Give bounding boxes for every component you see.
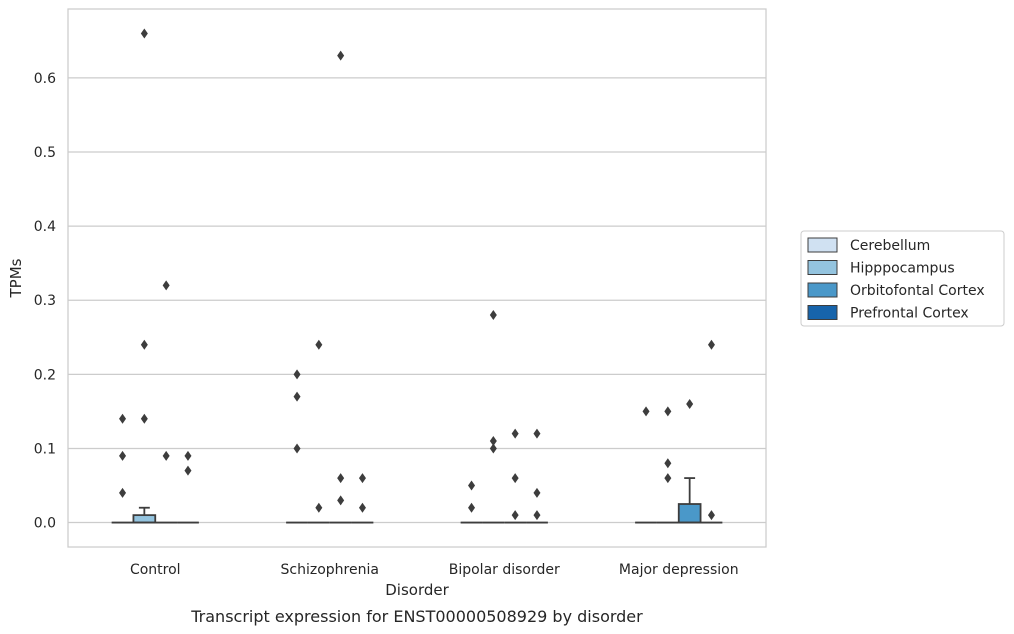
y-tick-label: 0.6 (34, 71, 56, 87)
outlier-point (468, 480, 476, 491)
y-tick-label: 0.4 (34, 219, 56, 235)
outlier-point (533, 487, 541, 498)
plot-area (68, 9, 766, 547)
outlier-point (293, 443, 301, 454)
outlier-point (511, 428, 519, 439)
legend-swatch (807, 305, 838, 320)
x-tick-label: Bipolar disorder (449, 562, 560, 578)
box-hipppocampus-bipolar-disorder (482, 310, 505, 524)
y-tick-label: 0.2 (34, 367, 56, 383)
outlier-point (119, 450, 127, 461)
outlier-point (337, 495, 345, 506)
box-cerebellum-bipolar-disorder (460, 480, 483, 524)
box-cerebellum-schizophrenia (286, 369, 308, 524)
legend-frame (800, 230, 1005, 327)
outlier-point (489, 310, 497, 321)
outlier-point (358, 502, 366, 513)
y-axis-ticks: 0.0 0.1 0.2 0.3 0.4 0.5 0.6 (34, 71, 56, 532)
outlier-point (140, 413, 148, 424)
box-prefrontal-cortex-major-depression (700, 339, 723, 524)
y-tick-label: 0.5 (34, 145, 56, 161)
x-tick-label: Major depression (619, 562, 739, 578)
chart-caption: Transcript expression for ENST0000050892… (190, 607, 643, 626)
outlier-point (533, 428, 541, 439)
legend-label: Orbitofontal Cortex (850, 283, 985, 299)
legend-label: Prefrontal Cortex (850, 306, 969, 322)
box-orbitofontal-cortex-control (155, 280, 178, 524)
box-cerebellum-control (111, 413, 134, 524)
y-tick-label: 0.0 (34, 516, 56, 532)
outlier-point (707, 510, 715, 521)
outlier-point (664, 458, 672, 469)
outlier-point (162, 280, 170, 291)
y-tick-label: 0.1 (34, 441, 56, 457)
outlier-point (140, 339, 148, 350)
box (132, 514, 157, 524)
outlier-point (337, 473, 345, 484)
box-orbitofontal-cortex-major-depression (677, 398, 702, 524)
legend-label: Cerebellum (850, 238, 930, 254)
outlier-point (489, 443, 497, 454)
outlier-point (140, 28, 148, 39)
outlier-point (184, 450, 192, 461)
x-tick-label: Schizophrenia (281, 562, 379, 578)
outlier-point (511, 510, 519, 521)
y-tick-label: 0.3 (34, 293, 56, 309)
outlier-point (664, 473, 672, 484)
box-orbitofontal-cortex-schizophrenia (329, 50, 352, 524)
box-prefrontal-cortex-bipolar-disorder (526, 428, 548, 524)
outlier-point (162, 450, 170, 461)
box-hipppocampus-control (132, 28, 157, 524)
box-prefrontal-cortex-schizophrenia (351, 473, 374, 524)
legend: Cerebellum Hipppocampus Orbitofontal Corte… (800, 230, 1005, 327)
legend-swatch (807, 282, 838, 298)
outlier-point (707, 339, 715, 350)
outlier-point (511, 473, 519, 484)
outlier-point (358, 473, 366, 484)
outlier-point (686, 398, 694, 409)
legend-swatch (807, 237, 838, 253)
outlier-point (119, 413, 127, 424)
box (677, 503, 702, 524)
plot-frame (67, 8, 767, 548)
outlier-point (642, 406, 650, 417)
outlier-point (293, 391, 301, 402)
outlier-point (119, 487, 127, 498)
box-prefrontal-cortex-control (177, 450, 199, 524)
x-tick-label: Control (130, 562, 181, 578)
box-hipppocampus-schizophrenia (307, 339, 330, 524)
legend-label: Hipppocampus (850, 261, 955, 277)
box-hipppocampus-major-depression (656, 406, 679, 524)
outlier-point (533, 510, 541, 521)
gridlines (68, 77, 766, 524)
outlier-point (293, 369, 301, 380)
outlier-point (468, 502, 476, 513)
box-orbitofontal-cortex-bipolar-disorder (504, 428, 527, 524)
legend-swatch (807, 260, 838, 275)
outlier-point (315, 502, 323, 513)
outlier-point (337, 50, 345, 61)
x-axis-ticks: Control Schizophrenia Bipolar disorder Majo… (130, 562, 739, 578)
outlier-point (664, 406, 672, 417)
x-axis-label: Disorder (385, 581, 449, 599)
outlier-point (184, 465, 192, 476)
box-groups (111, 28, 723, 524)
outlier-point (315, 339, 323, 350)
box-cerebellum-major-depression (635, 406, 657, 524)
y-axis-label: TPMs (7, 258, 25, 298)
outlier-point (489, 436, 497, 447)
